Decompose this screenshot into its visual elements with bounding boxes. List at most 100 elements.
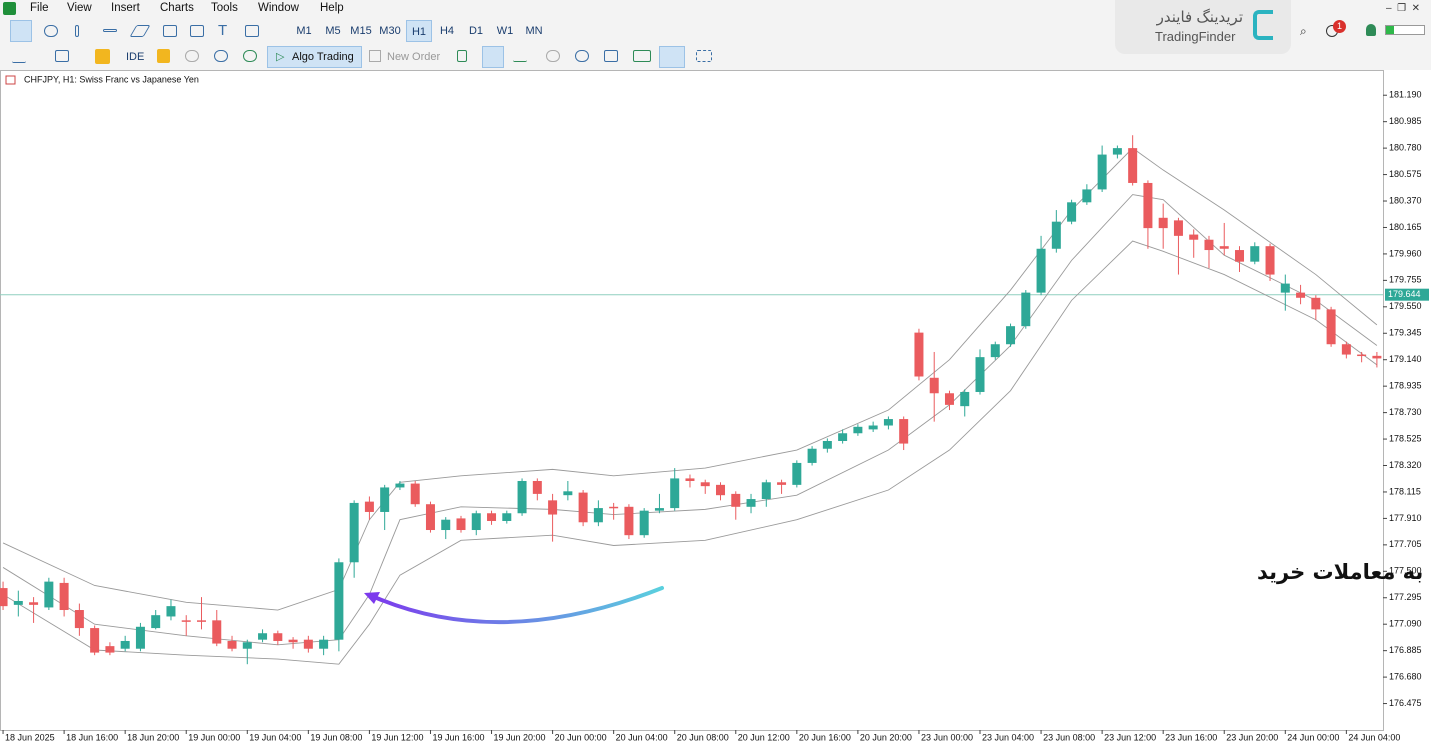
x-tick-label: 23 Jun 00:00: [921, 732, 973, 742]
tile[interactable]: [604, 50, 618, 62]
candle-body: [74, 610, 84, 629]
vps[interactable]: [157, 49, 170, 63]
candle-body: [746, 499, 756, 507]
indicators[interactable]: [55, 50, 69, 62]
y-tick-label: 179.550: [1389, 301, 1422, 311]
y-tick-label: 177.090: [1389, 619, 1422, 629]
candle-body: [1143, 182, 1153, 229]
candle-body: [13, 600, 23, 605]
depth[interactable]: [457, 50, 467, 62]
plot-frame: [0, 70, 1384, 731]
y-tick-label: 176.885: [1389, 645, 1422, 655]
algo-trading-button[interactable]: Algo Trading: [292, 51, 354, 63]
screenshot[interactable]: [696, 50, 712, 62]
chart-icon: [5, 75, 16, 85]
chart-type[interactable]: [12, 51, 26, 63]
new-order-button[interactable]: New Order: [387, 51, 441, 63]
candles-toggle[interactable]: [482, 46, 504, 68]
chart-shift[interactable]: [659, 46, 685, 68]
crosshair-tool[interactable]: [44, 25, 58, 37]
candle-body: [1357, 354, 1367, 357]
x-tick-label: 19 Jun 00:00: [188, 732, 240, 742]
cursor-tool[interactable]: [10, 20, 32, 42]
candle-body: [609, 506, 619, 509]
candle-body: [838, 433, 848, 441]
candle-body: [44, 581, 54, 608]
zoom-out[interactable]: [575, 50, 589, 62]
candle-body: [1250, 246, 1260, 262]
menu-item[interactable]: Insert: [111, 2, 140, 14]
y-tick-label: 179.755: [1389, 275, 1422, 285]
account-icon[interactable]: [1366, 24, 1376, 36]
timeframe-button[interactable]: H1: [406, 20, 432, 42]
zoom-in[interactable]: [546, 50, 560, 62]
notification-badge: 1: [1333, 20, 1346, 33]
candle-body: [319, 639, 329, 649]
line-chart[interactable]: [513, 50, 527, 62]
y-tick-label: 178.730: [1389, 407, 1422, 417]
timeframe-button[interactable]: D1: [468, 25, 484, 37]
autoscroll[interactable]: [633, 50, 651, 62]
x-tick-label: 20 Jun 16:00: [799, 732, 851, 742]
candle-body: [792, 462, 802, 485]
arrow-head: [364, 592, 380, 604]
menu-item[interactable]: View: [67, 2, 92, 14]
x-tick-label: 20 Jun 20:00: [860, 732, 912, 742]
fibo-tool[interactable]: [190, 25, 204, 37]
candle-body: [700, 482, 710, 487]
y-tick-label: 177.910: [1389, 513, 1422, 523]
menu-item[interactable]: Charts: [160, 2, 194, 14]
candle-body: [29, 602, 39, 605]
candle-body: [334, 562, 344, 640]
timeframe-button[interactable]: M30: [379, 25, 401, 37]
market[interactable]: [95, 49, 110, 64]
timeframe-button[interactable]: M1: [296, 25, 312, 37]
candle-body: [1006, 326, 1016, 345]
timeframe-button[interactable]: M5: [325, 25, 341, 37]
candle-body: [1219, 246, 1229, 249]
y-tick-label: 179.140: [1389, 354, 1422, 364]
channel-tool[interactable]: [163, 25, 177, 37]
timeframe-button[interactable]: MN: [525, 25, 543, 37]
menu-item[interactable]: Help: [320, 2, 344, 14]
ide-button[interactable]: IDE: [126, 51, 145, 63]
candle-body: [532, 480, 542, 494]
candle-body: [502, 513, 512, 521]
chart: CHFJPY, H1: Swiss Franc vs Japanese Yen …: [0, 70, 1431, 743]
candle-body: [303, 639, 313, 649]
candle-body: [181, 620, 191, 622]
x-tick-label: 19 Jun 04:00: [249, 732, 301, 742]
timeframe-button[interactable]: W1: [496, 25, 514, 37]
signals[interactable]: [185, 50, 199, 62]
cloud[interactable]: [214, 50, 228, 62]
candle-body: [425, 504, 435, 531]
candle-body: [761, 482, 771, 500]
menu-item[interactable]: Window: [258, 2, 299, 14]
vline-tool[interactable]: [75, 25, 79, 37]
search-icon[interactable]: ⌕: [1300, 24, 1307, 38]
play-icon: ▷: [276, 51, 285, 63]
algo-trading-bg[interactable]: [267, 46, 362, 68]
candle-body: [639, 510, 649, 536]
window-controls[interactable]: – ❐ ✕: [1386, 3, 1421, 14]
y-tick-label: 178.935: [1389, 381, 1422, 391]
y-tick-label: 179.960: [1389, 248, 1422, 258]
candle-body: [929, 377, 939, 394]
hline-tool[interactable]: [103, 29, 117, 32]
shapes-tool[interactable]: [245, 25, 259, 37]
x-tick-label: 23 Jun 04:00: [982, 732, 1034, 742]
watermark-latin: TradingFinder: [1155, 29, 1236, 44]
timeframe-button[interactable]: M15: [350, 25, 372, 37]
candle-body: [1036, 248, 1046, 293]
hosting[interactable]: [243, 50, 257, 62]
menu-item[interactable]: Tools: [211, 2, 238, 14]
x-tick-label: 18 Jun 2025: [5, 732, 55, 742]
app-icon: [3, 2, 16, 15]
chart-title: CHFJPY, H1: Swiss Franc vs Japanese Yen: [24, 74, 199, 84]
band-line: [2, 240, 1378, 665]
text-tool[interactable]: T: [218, 22, 228, 39]
timeframe-button[interactable]: H4: [439, 25, 455, 37]
y-tick-label: 179.345: [1389, 328, 1422, 338]
menu-item[interactable]: File: [30, 2, 49, 14]
candle-body: [456, 518, 466, 531]
